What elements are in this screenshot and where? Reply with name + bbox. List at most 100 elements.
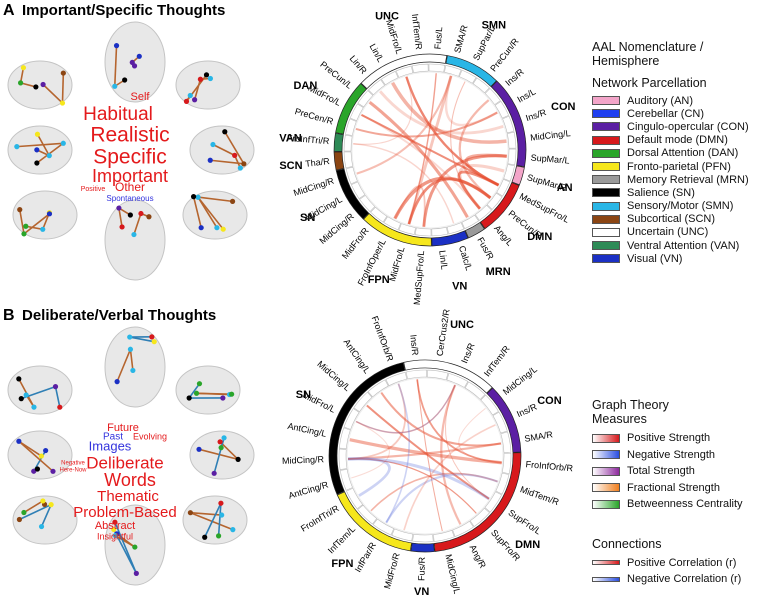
node-label: Lin/L bbox=[437, 250, 449, 271]
brain-node bbox=[132, 544, 138, 550]
network-arc bbox=[431, 230, 469, 247]
brain-node bbox=[186, 395, 192, 401]
brain-view bbox=[12, 495, 78, 545]
panel-title: Deliberate/Verbal Thoughts bbox=[22, 307, 216, 324]
legend-label: Uncertain (UNC) bbox=[627, 226, 709, 239]
brain-node bbox=[112, 83, 118, 89]
connection bbox=[393, 176, 492, 220]
brain-node bbox=[241, 161, 247, 167]
brain-node bbox=[220, 395, 226, 401]
brain-edge bbox=[113, 45, 118, 87]
network-label: SN bbox=[300, 212, 315, 224]
brain-edge bbox=[192, 196, 202, 228]
node-segment bbox=[339, 427, 351, 450]
node-label: InfTem/R bbox=[410, 13, 424, 50]
network-arc bbox=[335, 168, 370, 220]
brain-edge bbox=[196, 392, 232, 395]
word: Abstract bbox=[95, 520, 135, 532]
network-arc bbox=[445, 55, 497, 87]
node-label: InfTem/R bbox=[482, 343, 512, 378]
brain-edge bbox=[42, 83, 64, 104]
connection bbox=[403, 424, 496, 531]
node-segment bbox=[411, 63, 429, 74]
brain-node bbox=[112, 519, 118, 525]
network-arc bbox=[335, 83, 367, 135]
node-label: Ins/R bbox=[524, 107, 548, 123]
legend-label: Positive Strength bbox=[627, 432, 711, 445]
node-label: InfPar/R bbox=[353, 540, 379, 574]
connection bbox=[391, 81, 507, 144]
brain-node bbox=[187, 92, 193, 99]
legend-item: Positive Correlation (r) bbox=[592, 555, 743, 572]
word: Words bbox=[104, 470, 156, 490]
brain-edge bbox=[188, 383, 201, 399]
brain-edge bbox=[16, 142, 64, 148]
node-segment bbox=[452, 520, 474, 537]
legend-swatch bbox=[592, 483, 620, 493]
legend-section: Network Parcellation Auditory (AN) Cerebel… bbox=[592, 76, 749, 265]
brain-node bbox=[21, 509, 27, 516]
network-label: AN bbox=[557, 182, 573, 194]
node-label: MidCing/L bbox=[530, 128, 571, 143]
legend-item: Uncertain (UNC) bbox=[592, 226, 749, 239]
node-segment bbox=[480, 394, 499, 416]
brain-node bbox=[129, 59, 135, 66]
node-label: FroInfTri/R bbox=[286, 133, 330, 146]
brain-node bbox=[48, 502, 54, 508]
brain-edge bbox=[224, 131, 245, 165]
brain-node bbox=[222, 129, 228, 135]
node-label: AntCing/L bbox=[287, 421, 328, 439]
node-segment bbox=[446, 222, 465, 235]
brain-edge bbox=[219, 441, 239, 460]
node-label: SupMar/L bbox=[530, 153, 570, 166]
brain-node bbox=[46, 153, 52, 159]
brain-view bbox=[7, 60, 73, 110]
connection bbox=[355, 384, 456, 434]
network-label: UNC bbox=[450, 319, 474, 331]
connection bbox=[458, 99, 492, 199]
brain-view bbox=[175, 60, 241, 110]
brain-node bbox=[218, 445, 224, 451]
brain-node bbox=[219, 512, 225, 518]
node-segment bbox=[338, 448, 348, 470]
node-label: Ang/R bbox=[468, 543, 489, 570]
word: Future bbox=[107, 422, 139, 434]
node-segment bbox=[433, 529, 455, 542]
brain-node bbox=[40, 81, 46, 88]
brain-node bbox=[211, 470, 217, 476]
brain-node bbox=[38, 523, 45, 530]
connection bbox=[422, 154, 507, 227]
node-label: MidTem/R bbox=[519, 484, 561, 507]
word: Evolving bbox=[133, 431, 167, 441]
brain-node bbox=[31, 404, 37, 410]
brain-outline bbox=[7, 365, 73, 415]
network-arc bbox=[490, 80, 527, 168]
legend-swatch bbox=[592, 227, 620, 237]
node-label: Calc/L bbox=[457, 244, 474, 271]
node-label: Lin/R bbox=[348, 53, 370, 76]
node-segment bbox=[343, 151, 354, 169]
word: Realistic bbox=[90, 124, 169, 147]
node-segment bbox=[502, 115, 515, 134]
network-label: VN bbox=[452, 281, 467, 293]
node-segment bbox=[343, 134, 353, 152]
brain-outline bbox=[104, 199, 166, 281]
node-label: SMA/R bbox=[524, 429, 554, 444]
brain-edge bbox=[198, 448, 239, 461]
brain-node bbox=[202, 534, 208, 540]
brain-node bbox=[43, 447, 49, 454]
node-label: SupFro/L bbox=[506, 508, 542, 537]
legend-heading: Network Parcellation bbox=[592, 76, 707, 90]
brain-node bbox=[23, 392, 29, 398]
brain-edge bbox=[203, 502, 222, 538]
legend-label: Dorsal Attention (DAN) bbox=[627, 147, 739, 160]
node-segment bbox=[464, 381, 486, 400]
brain-view bbox=[189, 430, 255, 480]
brain-node bbox=[17, 80, 24, 86]
legend-swatch bbox=[592, 433, 620, 443]
node-segment bbox=[357, 90, 374, 108]
brain-node bbox=[40, 226, 46, 232]
node-segment bbox=[474, 204, 492, 221]
node-segment bbox=[372, 518, 395, 536]
node-segment bbox=[412, 533, 434, 543]
